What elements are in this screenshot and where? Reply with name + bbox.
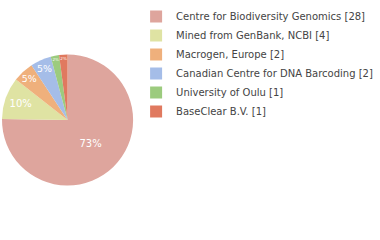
svg-text:2%: 2% <box>60 56 67 61</box>
svg-text:2%: 2% <box>52 57 59 62</box>
svg-text:BaseClear B.V. [1]: BaseClear B.V. [1] <box>176 106 266 117</box>
svg-text:Canadian Centre for DNA Barcod: Canadian Centre for DNA Barcoding [2] <box>176 68 373 79</box>
svg-text:Macrogen, Europe [2]: Macrogen, Europe [2] <box>176 49 284 60</box>
svg-text:73%: 73% <box>79 138 101 149</box>
svg-text:Mined from GenBank, NCBI [4]: Mined from GenBank, NCBI [4] <box>176 30 329 41</box>
svg-text:10%: 10% <box>10 98 32 109</box>
svg-text:5%: 5% <box>37 63 52 74</box>
svg-text:Centre for Biodiversity Genomi: Centre for Biodiversity Genomics [28] <box>176 11 365 22</box>
svg-text:5%: 5% <box>22 73 37 84</box>
svg-text:University of Oulu [1]: University of Oulu [1] <box>176 87 283 98</box>
